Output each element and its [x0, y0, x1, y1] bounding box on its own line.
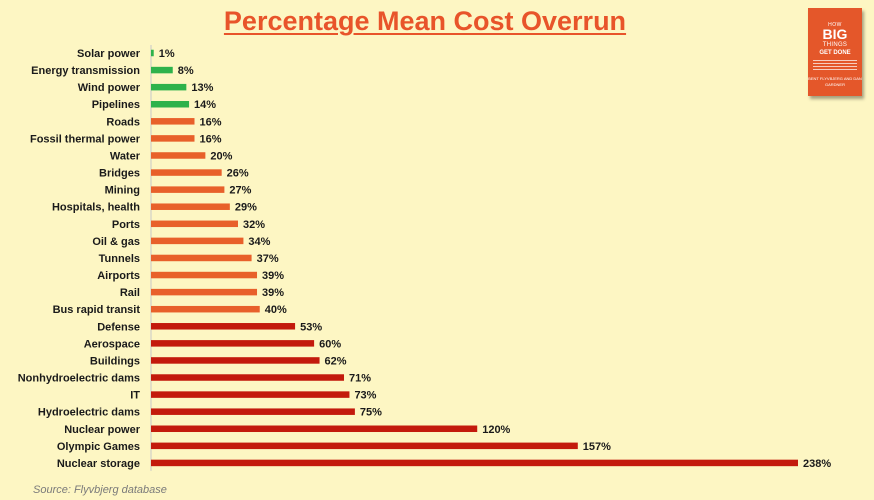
book-cover-line2: BIG [822, 26, 848, 42]
category-label: Oil & gas [92, 236, 140, 248]
category-label: IT [130, 390, 140, 402]
bar [151, 442, 578, 450]
data-label: 39% [262, 270, 284, 282]
category-label: Nuclear storage [57, 458, 140, 470]
category-label: Bridges [99, 168, 140, 180]
bar [151, 169, 222, 176]
data-label: 157% [583, 441, 611, 453]
bar [151, 459, 798, 467]
category-label: Fossil thermal power [30, 133, 141, 145]
data-label: 14% [194, 99, 216, 111]
category-label: Ports [112, 219, 140, 231]
bar [151, 237, 244, 245]
data-label: 37% [257, 253, 279, 265]
category-label: Hospitals, health [52, 202, 140, 214]
data-label: 1% [159, 48, 175, 60]
data-label: 40% [265, 304, 287, 316]
category-label: Rail [120, 287, 140, 299]
category-label: Nonhydroelectric dams [18, 373, 140, 385]
data-label: 60% [319, 338, 341, 350]
book-cover-line4: GET DONE [819, 50, 851, 56]
book-cover-line1: HOW [828, 22, 842, 28]
book-cover-image: HOW BIG THINGS GET DONE BENT FLYVBJERG A… [808, 8, 862, 96]
data-label: 53% [300, 321, 322, 333]
bar [151, 254, 252, 262]
category-label: Airports [97, 270, 140, 282]
data-label: 238% [803, 458, 831, 470]
category-label: Aerospace [84, 338, 140, 350]
bar [151, 100, 190, 108]
bar [151, 66, 173, 74]
data-label: 34% [248, 236, 270, 248]
bar [151, 83, 187, 91]
category-label: Bus rapid transit [53, 304, 141, 316]
bar [151, 391, 350, 398]
category-label: Defense [97, 321, 140, 333]
data-label: 27% [229, 185, 251, 197]
category-label: Roads [106, 116, 140, 128]
data-label: 73% [354, 390, 376, 402]
book-cover-line3: THINGS [822, 42, 848, 48]
bar [151, 118, 195, 125]
category-label: Mining [105, 185, 140, 197]
category-label: Tunnels [99, 253, 140, 265]
book-cover-text-lines [813, 60, 857, 70]
bar [151, 357, 320, 364]
source-note: Source: Flyvbjerg database [33, 484, 167, 496]
bar [151, 271, 258, 279]
bar [151, 340, 315, 347]
data-label: 39% [262, 287, 284, 299]
bar [151, 323, 296, 330]
data-label: 32% [243, 219, 265, 231]
bar [151, 220, 238, 228]
data-label: 16% [199, 133, 221, 145]
category-label: Olympic Games [57, 441, 140, 453]
bar [151, 408, 355, 415]
data-label: 20% [210, 150, 232, 162]
data-label: 8% [178, 65, 194, 77]
chart-title: Percentage Mean Cost Overrun [223, 6, 627, 36]
bar [151, 203, 230, 210]
bar [151, 288, 258, 296]
data-label: 26% [227, 168, 249, 180]
bar [151, 135, 195, 142]
category-label: Water [110, 150, 141, 162]
data-label: 71% [349, 373, 371, 385]
category-label: Energy transmission [31, 65, 140, 77]
bar [151, 425, 478, 433]
data-label: 75% [360, 407, 382, 419]
category-label: Buildings [90, 355, 140, 367]
category-label: Hydroelectric dams [38, 407, 140, 419]
data-label: 120% [482, 424, 510, 436]
bar [151, 374, 345, 381]
bar [151, 186, 225, 193]
bar [151, 49, 154, 57]
category-label: Pipelines [92, 99, 140, 111]
book-cover-authors: BENT FLYVBJERG AND DAN GARDNER [808, 76, 862, 87]
data-label: 13% [191, 82, 213, 94]
category-label: Solar power [77, 48, 141, 60]
bar [151, 305, 260, 313]
category-label: Nuclear power [64, 424, 141, 436]
bar [151, 152, 206, 159]
category-label: Wind power [78, 82, 141, 94]
data-label: 16% [199, 116, 221, 128]
data-label: 62% [325, 355, 347, 367]
data-label: 29% [235, 202, 257, 214]
